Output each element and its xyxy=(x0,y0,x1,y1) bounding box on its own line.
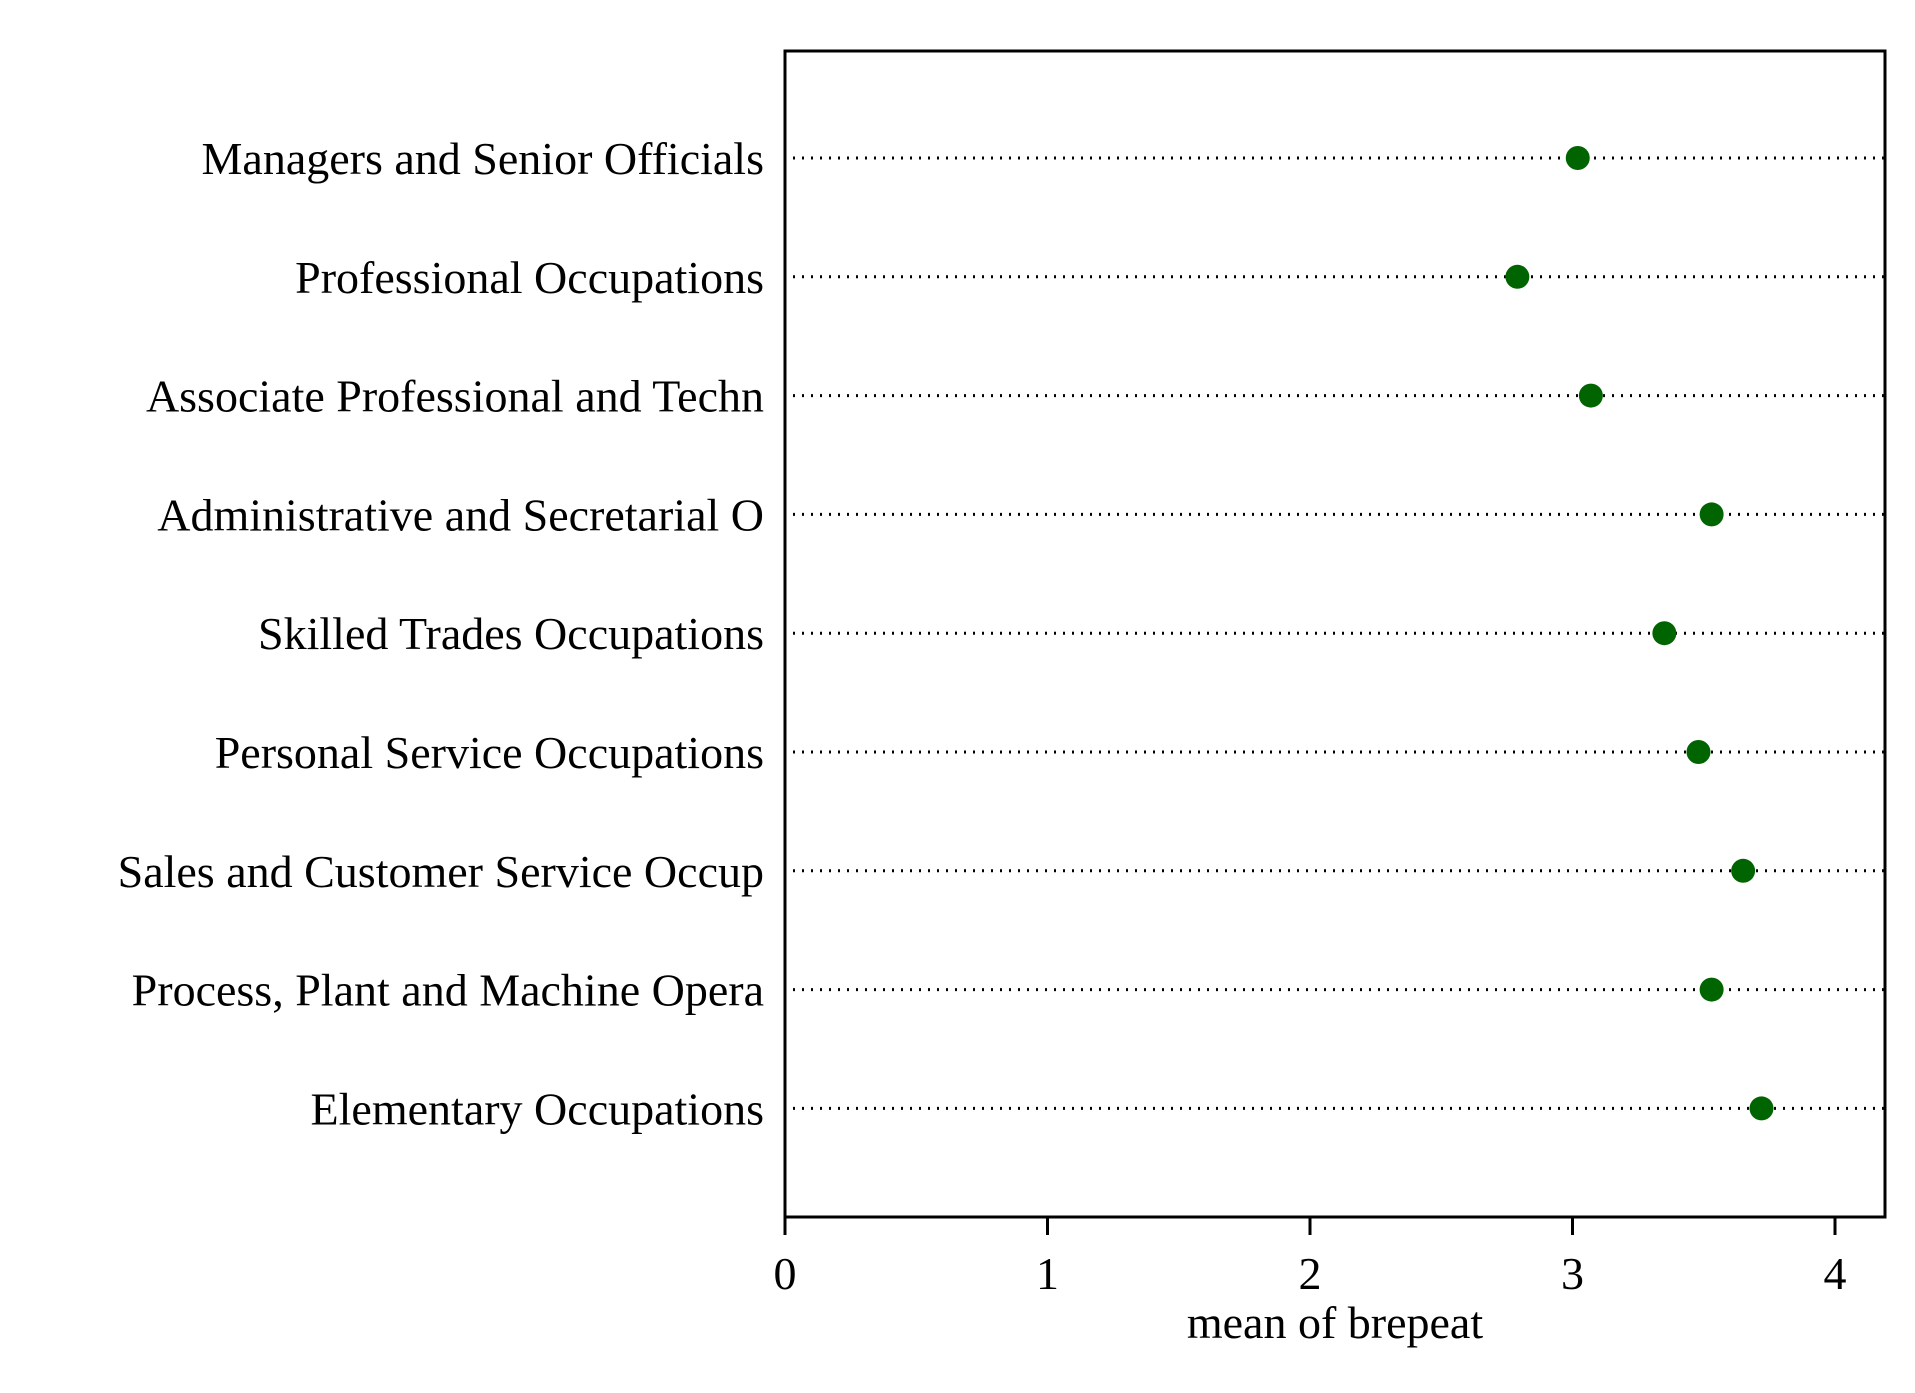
category-label: Associate Professional and Techn xyxy=(146,371,764,422)
data-markers xyxy=(1505,146,1774,1121)
data-point xyxy=(1578,383,1603,408)
category-label: Professional Occupations xyxy=(295,252,764,303)
x-tick-label: 4 xyxy=(1824,1248,1847,1299)
category-labels: Managers and Senior Officials Professiona… xyxy=(118,133,764,1134)
data-point xyxy=(1686,740,1711,764)
x-axis: 0 1 2 3 4 xyxy=(774,1217,1847,1299)
x-axis-title: mean of brepeat xyxy=(1187,1297,1484,1348)
data-point xyxy=(1505,264,1530,289)
data-point xyxy=(1652,621,1677,646)
data-point xyxy=(1565,146,1590,170)
category-label: Managers and Senior Officials xyxy=(202,133,765,184)
x-tick-label: 2 xyxy=(1299,1248,1322,1299)
x-tick-label: 1 xyxy=(1036,1248,1059,1299)
data-point xyxy=(1699,977,1724,1002)
data-point xyxy=(1749,1096,1774,1121)
category-label: Sales and Customer Service Occup xyxy=(118,846,764,897)
x-tick-label: 0 xyxy=(774,1248,797,1299)
category-label: Administrative and Secretarial O xyxy=(157,489,764,540)
category-label: Elementary Occupations xyxy=(311,1083,764,1134)
data-point xyxy=(1699,502,1724,527)
category-label: Process, Plant and Machine Opera xyxy=(132,965,764,1016)
category-label: Personal Service Occupations xyxy=(215,727,764,778)
data-point xyxy=(1731,858,1756,883)
category-label: Skilled Trades Occupations xyxy=(258,608,764,659)
x-tick-label: 3 xyxy=(1561,1248,1584,1299)
plot-frame xyxy=(783,49,1887,1219)
